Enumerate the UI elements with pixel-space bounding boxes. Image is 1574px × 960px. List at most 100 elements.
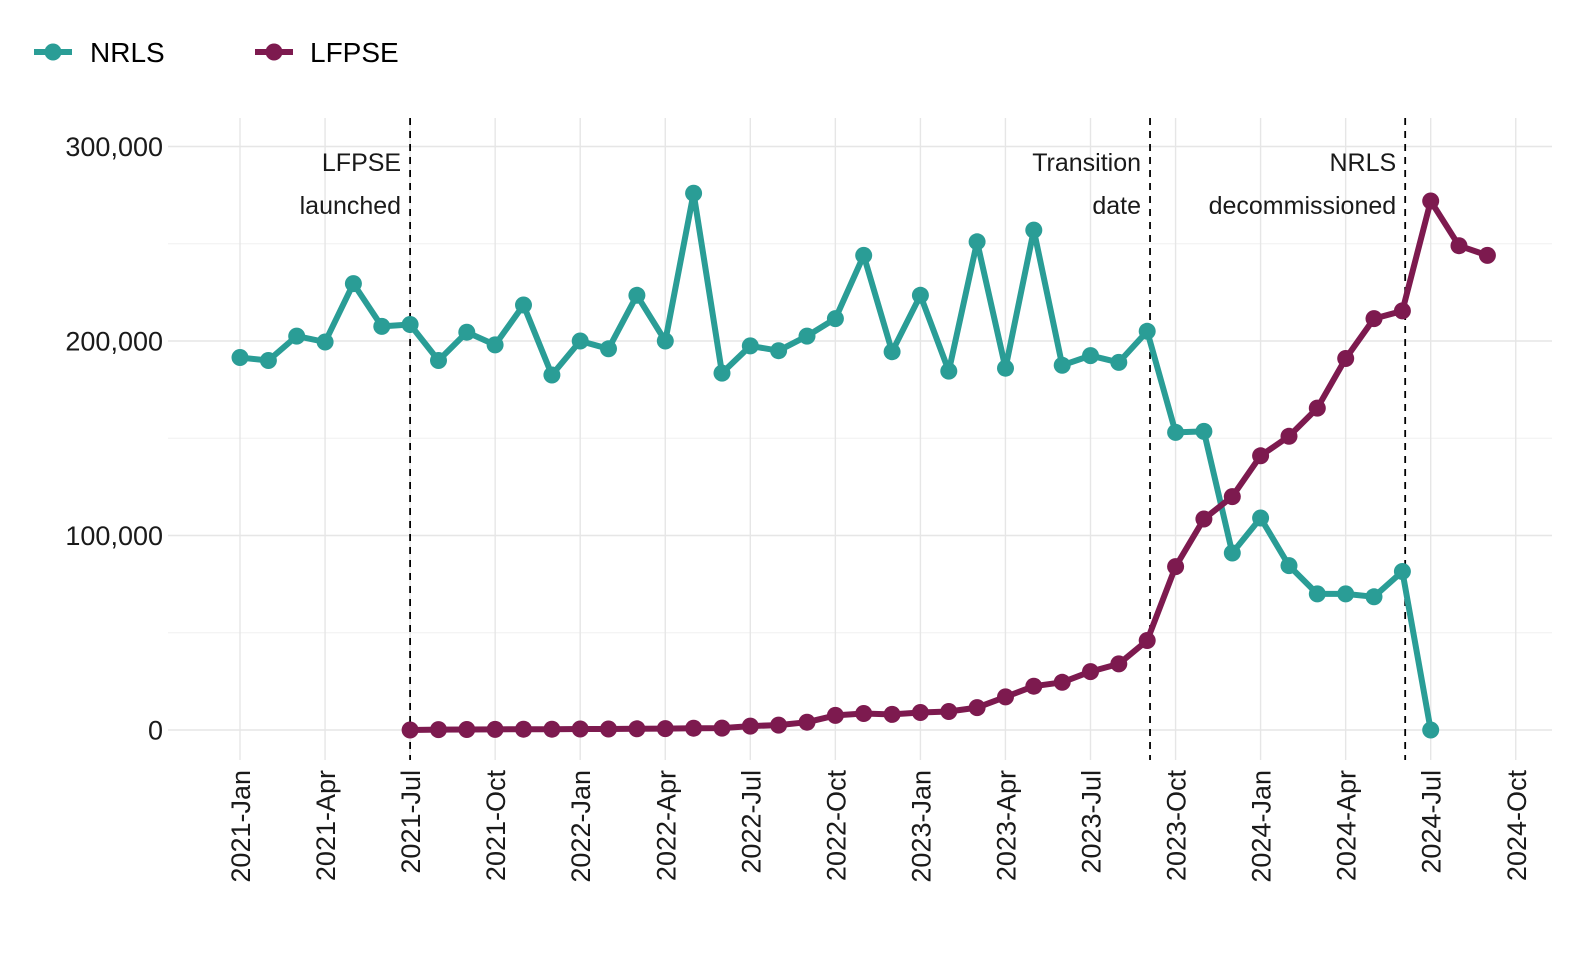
data-point-lfpse xyxy=(571,720,589,738)
x-tick-label: 2021-Oct xyxy=(481,770,511,882)
x-axis-tick-labels: 2021-Jan 2021-Apr 2021-Jul 2021-Oct 2022-Jan… xyxy=(226,770,1532,883)
data-point-lfpse xyxy=(997,688,1014,706)
x-tick-label: 2023-Jul xyxy=(1077,770,1107,874)
x-tick-label: 2023-Jan xyxy=(906,770,936,883)
data-point-lfpse xyxy=(1138,632,1156,649)
data-point-nrls xyxy=(1337,585,1355,603)
series-line-lfpse xyxy=(407,198,1491,733)
data-point-lfpse xyxy=(741,717,759,735)
data-point-lfpse xyxy=(1365,310,1383,328)
legend-marker-lfpse xyxy=(265,43,283,61)
data-point-nrls xyxy=(911,286,929,304)
data-point-nrls xyxy=(855,246,873,264)
data-point-nrls xyxy=(1308,585,1326,603)
data-point-lfpse xyxy=(1450,237,1468,255)
data-point-lfpse xyxy=(628,720,646,738)
x-tick-label: 2022-Oct xyxy=(821,770,851,882)
data-point-lfpse xyxy=(685,719,703,737)
y-tick-label: 300,000 xyxy=(65,132,163,162)
data-point-nrls xyxy=(373,317,391,335)
data-point-nrls xyxy=(231,349,249,366)
data-point-lfpse xyxy=(855,705,873,722)
data-point-lfpse xyxy=(1337,350,1355,367)
data-point-lfpse xyxy=(1025,677,1043,695)
legend-marker-nrls xyxy=(44,43,62,61)
legend: NRLS LFPSE xyxy=(34,37,399,68)
data-point-nrls xyxy=(1252,509,1270,527)
data-point-nrls xyxy=(685,184,703,202)
x-tick-label: 2021-Jan xyxy=(226,770,256,883)
data-point-lfpse xyxy=(798,713,816,731)
data-point-nrls xyxy=(997,359,1014,377)
reference-lines: LFPSE launched Transition date NRLS decommiss… xyxy=(300,118,1407,760)
x-tick-label: 2024-Oct xyxy=(1502,770,1532,882)
annotation-label: NRLS xyxy=(1329,149,1396,177)
data-point-lfpse xyxy=(940,703,958,720)
data-point-nrls xyxy=(571,332,589,350)
data-point-lfpse xyxy=(1478,246,1496,264)
y-tick-label: 0 xyxy=(148,716,163,746)
data-point-lfpse xyxy=(1195,510,1213,528)
x-tick-label: 2022-Apr xyxy=(651,770,681,881)
data-point-lfpse xyxy=(826,706,844,724)
data-point-nrls xyxy=(515,296,532,314)
data-point-nrls xyxy=(600,340,617,358)
data-point-lfpse xyxy=(486,720,504,738)
data-point-nrls xyxy=(1223,544,1241,562)
legend-label-nrls: NRLS xyxy=(90,37,165,68)
data-point-lfpse xyxy=(883,705,901,723)
data-point-lfpse xyxy=(968,699,986,717)
data-point-lfpse xyxy=(401,721,419,739)
x-tick-label: 2022-Jul xyxy=(736,770,766,874)
data-point-lfpse xyxy=(656,720,674,738)
data-point-nrls xyxy=(458,323,476,341)
legend-item-lfpse: LFPSE xyxy=(255,37,399,68)
x-tick-label: 2024-Jan xyxy=(1247,770,1277,883)
data-point-lfpse xyxy=(543,720,561,738)
data-point-nrls xyxy=(1280,557,1298,575)
data-point-nrls xyxy=(486,336,504,354)
annotation-label: launched xyxy=(300,192,401,220)
legend-label-lfpse: LFPSE xyxy=(310,37,399,68)
annotation-label: decommissioned xyxy=(1209,192,1397,220)
data-point-nrls xyxy=(288,327,306,345)
y-tick-label: 100,000 xyxy=(65,521,163,551)
data-point-nrls xyxy=(741,337,759,355)
data-point-nrls xyxy=(713,364,731,382)
data-point-lfpse xyxy=(515,720,532,738)
data-point-nrls xyxy=(968,233,986,251)
x-tick-label: 2023-Oct xyxy=(1162,770,1192,882)
data-point-lfpse xyxy=(1053,673,1071,691)
data-point-nrls xyxy=(543,366,561,384)
x-tick-label: 2024-Jul xyxy=(1417,770,1447,874)
y-axis-tick-labels: 0 100,000 200,000 300,000 xyxy=(65,132,163,746)
annotation-label: LFPSE xyxy=(322,149,401,177)
data-point-lfpse xyxy=(713,719,731,737)
data-point-nrls xyxy=(401,316,419,333)
data-point-lfpse xyxy=(1110,655,1128,673)
data-point-nrls xyxy=(430,352,447,369)
data-point-nrls xyxy=(1053,356,1071,374)
data-point-lfpse xyxy=(458,721,476,738)
data-point-nrls xyxy=(1082,347,1099,365)
data-point-lfpse xyxy=(1167,558,1185,576)
data-point-nrls xyxy=(1195,422,1213,440)
data-point-nrls xyxy=(1422,721,1440,739)
data-point-lfpse xyxy=(1393,302,1411,320)
series-group xyxy=(231,184,1496,739)
annotation-label: date xyxy=(1092,192,1141,220)
data-point-lfpse xyxy=(1082,663,1099,681)
data-point-nrls xyxy=(1393,563,1411,580)
data-point-nrls xyxy=(259,352,277,369)
x-tick-label: 2024-Apr xyxy=(1332,770,1362,881)
data-point-lfpse xyxy=(430,721,447,739)
x-tick-label: 2021-Jul xyxy=(396,770,426,874)
data-point-nrls xyxy=(1138,322,1156,340)
data-point-lfpse xyxy=(1308,399,1326,417)
data-point-nrls xyxy=(656,332,674,350)
data-point-lfpse xyxy=(600,720,617,738)
data-point-lfpse xyxy=(1280,427,1298,445)
y-tick-label: 200,000 xyxy=(65,327,163,357)
data-point-nrls xyxy=(316,333,334,351)
